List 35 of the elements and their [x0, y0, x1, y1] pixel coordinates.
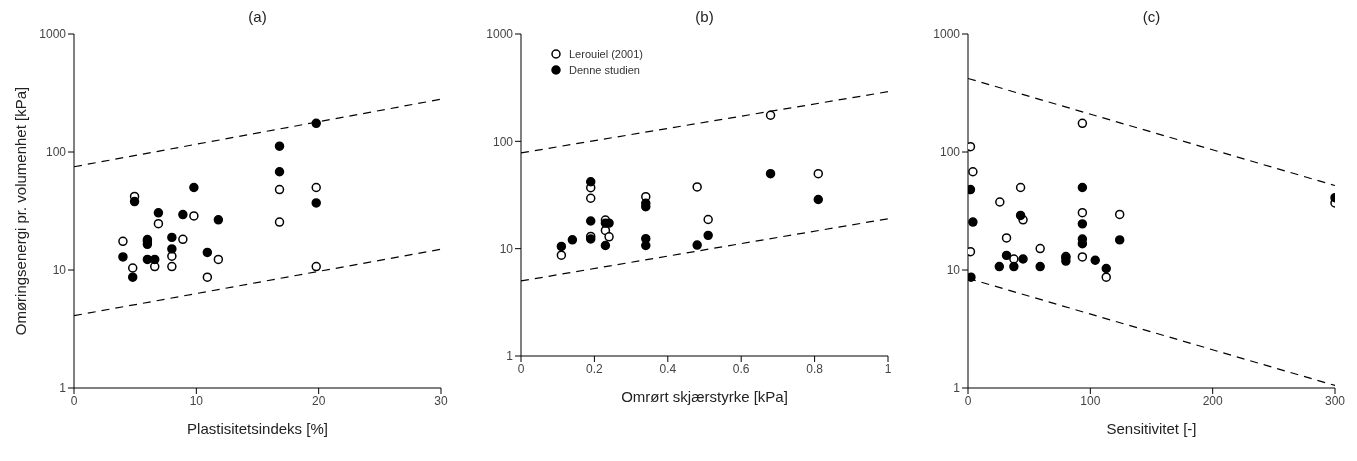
y-tick-label: 1 — [953, 381, 961, 396]
y-tick-label: 10 — [946, 263, 961, 278]
x-tick-label: 0 — [964, 393, 972, 408]
y-tick-label: 10 — [52, 263, 67, 278]
x-tick-label: 0 — [517, 361, 525, 376]
x-tick-label: 0.2 — [586, 361, 604, 376]
legend-label: Denne studien — [569, 64, 640, 76]
y-tick-label: 1000 — [39, 27, 67, 42]
chart-title: (a) — [247, 8, 268, 27]
y-tick-label: 1 — [506, 349, 514, 364]
chart-title: (c) — [1141, 8, 1162, 27]
y-tick-label: 1 — [59, 381, 67, 396]
x-tick-label: 0.6 — [732, 361, 750, 376]
x-tick-label: 200 — [1202, 393, 1223, 408]
x-tick-label: 0.4 — [659, 361, 677, 376]
y-tick-label: 1000 — [933, 27, 961, 42]
y-tick-label: 100 — [939, 145, 961, 160]
y-tick-label: 1000 — [486, 27, 514, 42]
x-tick-label: 300 — [1324, 393, 1346, 408]
x-tick-label: 30 — [434, 393, 448, 408]
y-axis-title: Omøringsenergi pr. volumenhet [kPa] — [11, 86, 29, 336]
x-axis-title: Omrørt skjærstyrke [kPa] — [621, 388, 788, 405]
x-tick-label: 100 — [1080, 393, 1101, 408]
chart-title: (b) — [694, 8, 715, 27]
x-tick-label: 20 — [311, 393, 326, 408]
legend-label: Lerouiel (2001) — [569, 48, 643, 60]
x-tick-label: 10 — [189, 393, 204, 408]
x-axis-title: Sensitivitet [-] — [1106, 420, 1197, 437]
x-tick-label: 0 — [70, 393, 78, 408]
x-tick-label: 1 — [884, 361, 892, 376]
x-axis-title: Plastisitetsindeks [%] — [187, 420, 328, 437]
x-tick-label: 0.8 — [806, 361, 824, 376]
y-tick-label: 100 — [492, 134, 514, 149]
y-tick-label: 100 — [45, 145, 67, 160]
y-tick-label: 10 — [499, 241, 514, 256]
